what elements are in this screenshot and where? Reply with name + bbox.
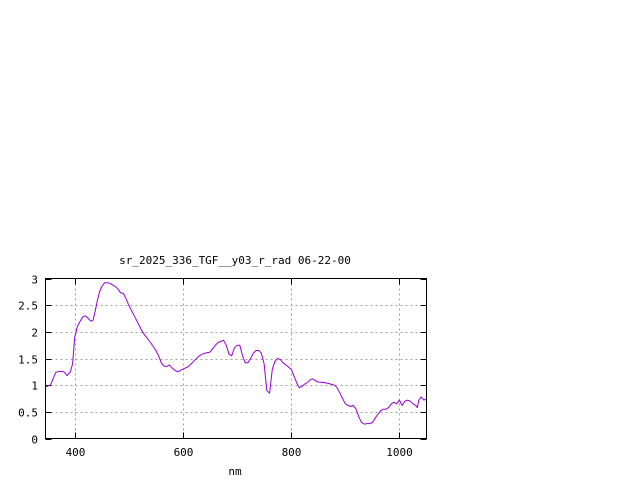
axis-ticks bbox=[45, 278, 427, 440]
x-tick-label: 800 bbox=[282, 446, 302, 459]
series-line-0 bbox=[45, 282, 427, 425]
y-tick-label: 2 bbox=[31, 327, 38, 340]
x-tick-label: 400 bbox=[66, 446, 86, 459]
x-axis-label: nm bbox=[228, 465, 242, 478]
y-tick-label: 1 bbox=[31, 380, 38, 393]
x-tick-label: 600 bbox=[174, 446, 194, 459]
y-tick-label: 3 bbox=[31, 274, 38, 287]
y-tick-label: 1.5 bbox=[18, 354, 38, 367]
x-tick-label: 1000 bbox=[386, 446, 413, 459]
series-layer bbox=[45, 282, 427, 425]
y-tick-label: 2.5 bbox=[18, 300, 38, 313]
chart-title: sr_2025_336_TGF__y03_r_rad 06-22-00 bbox=[119, 254, 351, 267]
y-tick-label: 0 bbox=[31, 434, 38, 447]
y-tick-label: 0.5 bbox=[18, 407, 38, 420]
tick-labels: 400 600 800 1000 0 0.5 1 1.5 2 2.5 3 bbox=[18, 274, 413, 460]
plot-frame bbox=[45, 278, 427, 439]
grid-lines bbox=[45, 278, 427, 439]
